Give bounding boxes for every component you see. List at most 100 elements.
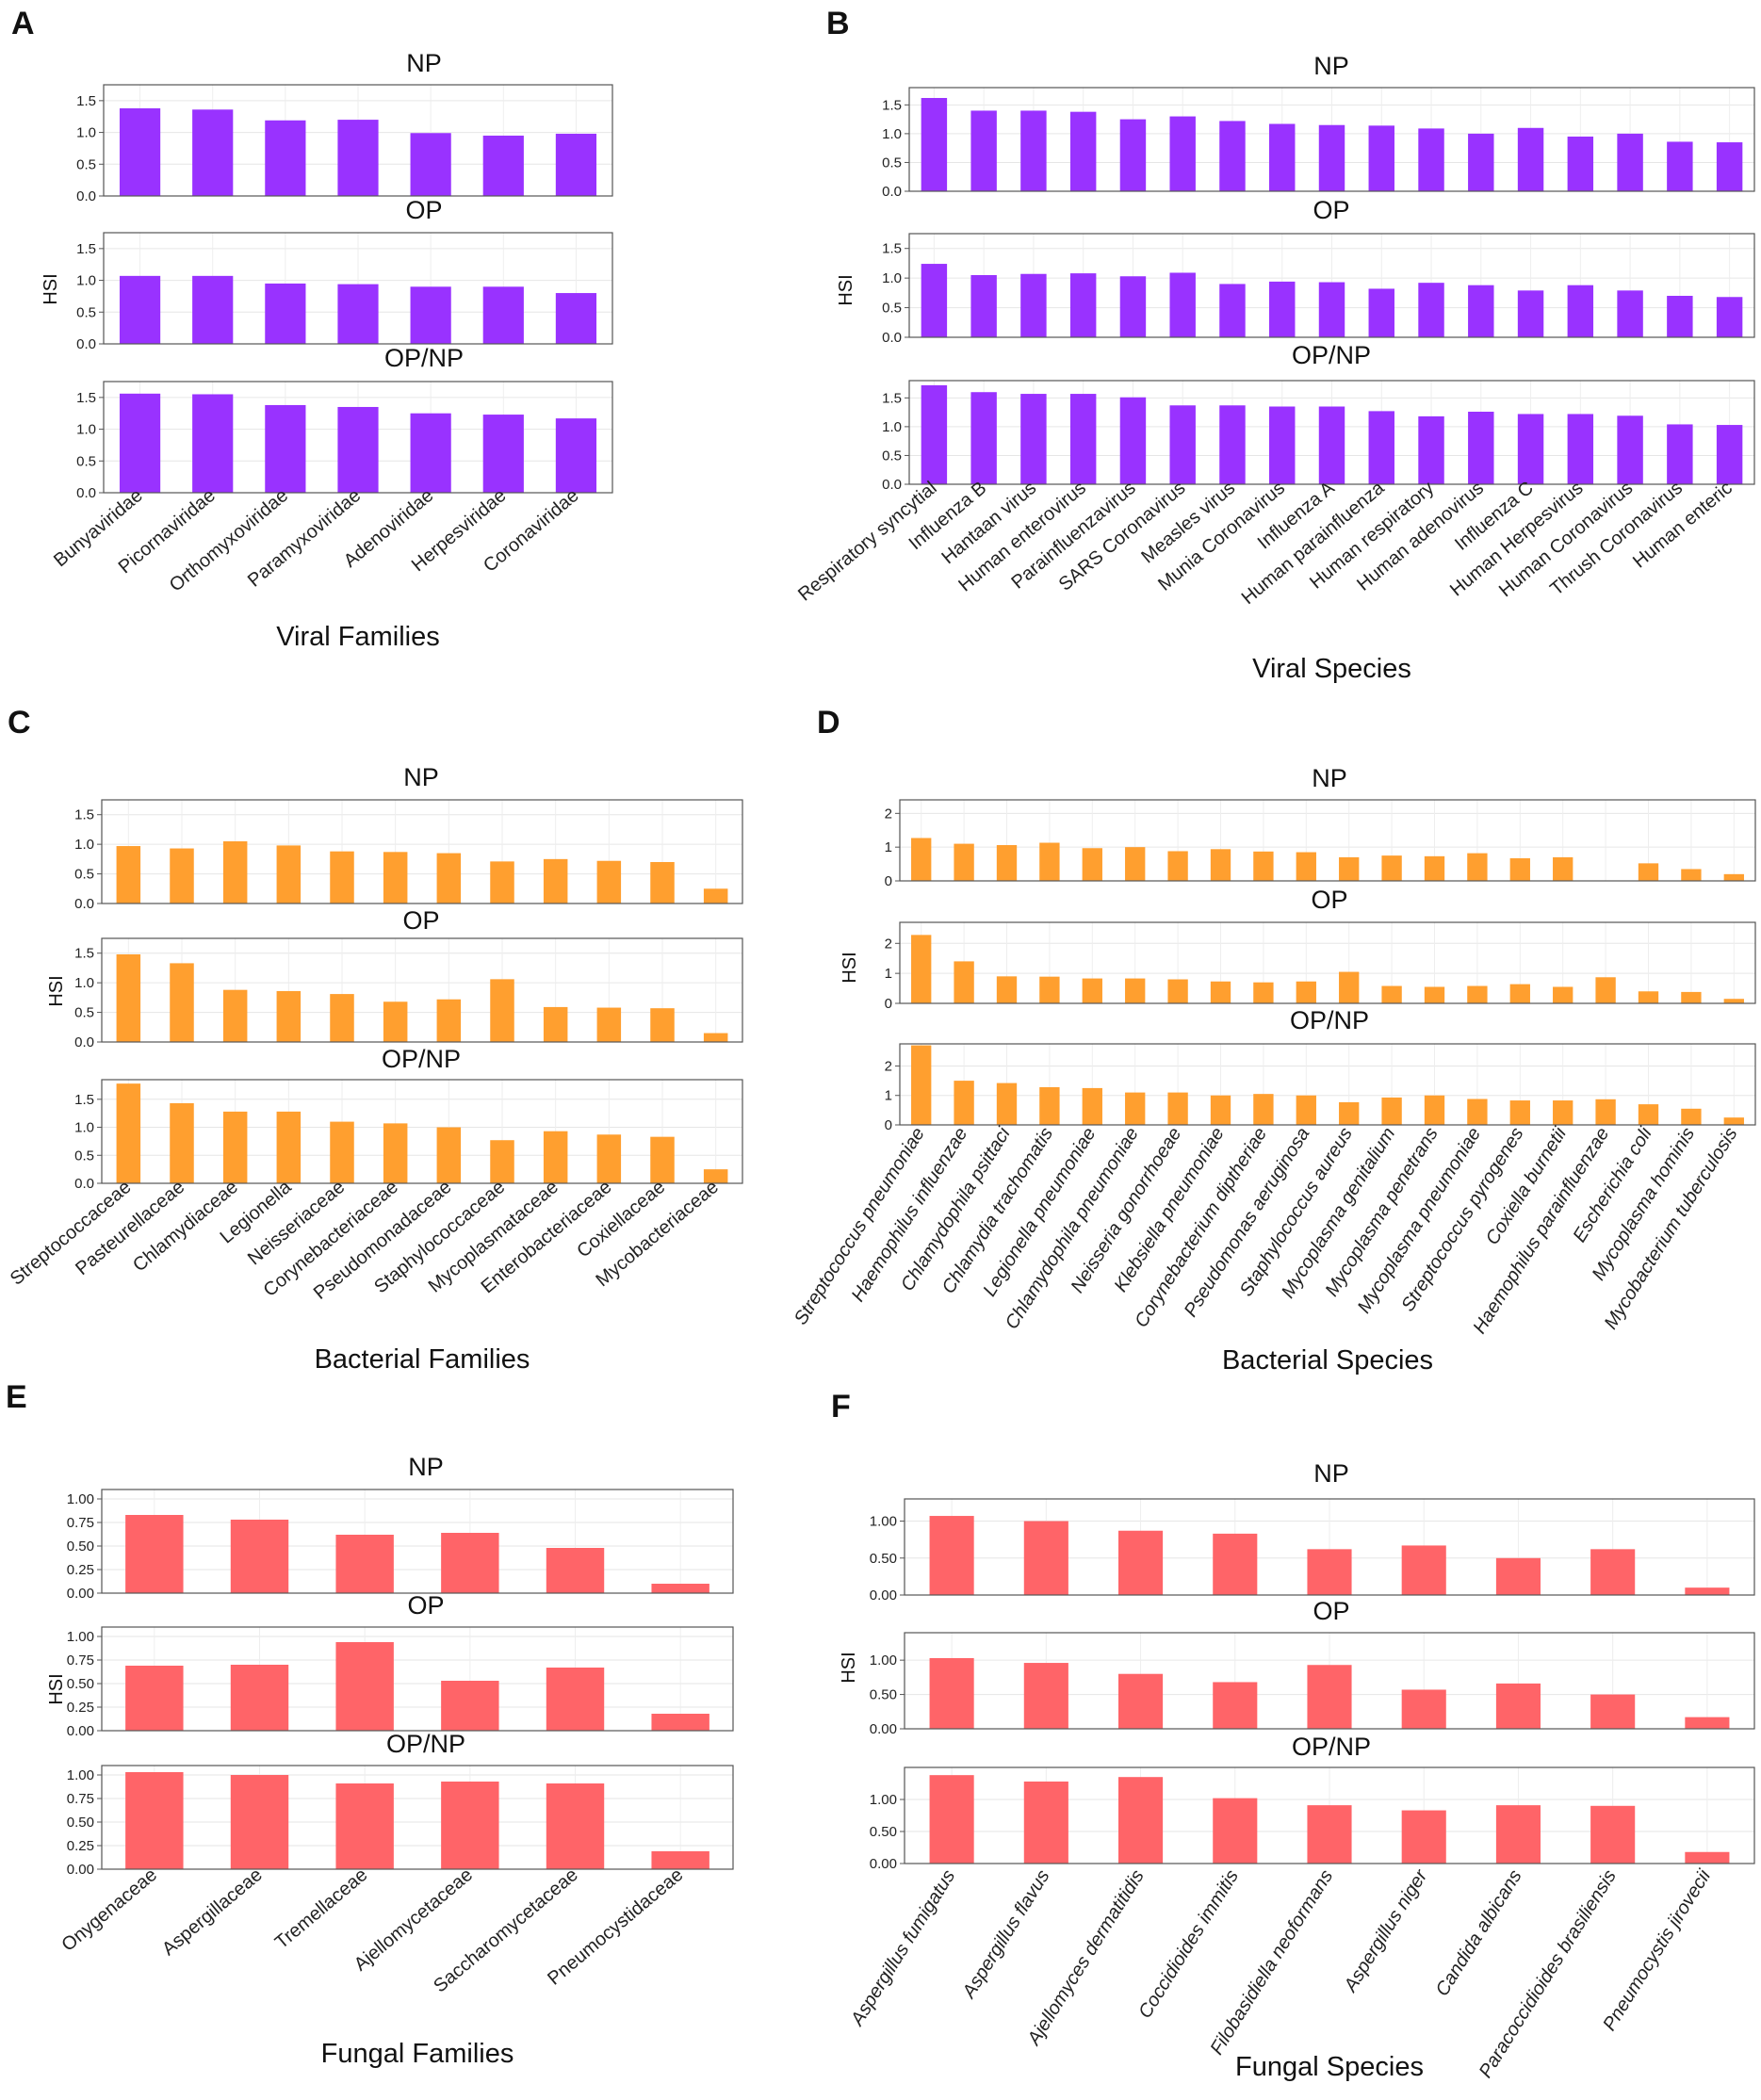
y-tick-label: 1.0 xyxy=(74,837,94,853)
plot-frame xyxy=(103,84,613,197)
bar xyxy=(1023,1663,1068,1729)
bar xyxy=(1167,979,1188,1003)
bar xyxy=(546,1783,605,1869)
bar xyxy=(276,845,302,903)
plot-background xyxy=(102,1080,742,1183)
bar xyxy=(170,963,194,1042)
bar xyxy=(996,976,1018,1003)
x-axis-title: Bacterial Species xyxy=(1222,1345,1433,1376)
bar xyxy=(1517,290,1544,337)
bar xyxy=(1509,984,1530,1003)
bar xyxy=(116,953,141,1042)
bar xyxy=(1213,1798,1258,1864)
category-label: Aspergillus niger xyxy=(1340,1865,1432,1996)
bar xyxy=(335,1642,394,1731)
y-tick-label: 0.25 xyxy=(67,1838,94,1854)
bar xyxy=(1468,285,1494,337)
plot-frame xyxy=(101,1626,734,1732)
bar xyxy=(1517,414,1544,484)
bar xyxy=(1318,406,1345,484)
bar xyxy=(330,1121,354,1183)
bar xyxy=(1401,1545,1446,1595)
bar xyxy=(1617,415,1643,484)
bar xyxy=(1638,1104,1659,1125)
plot-frame xyxy=(103,381,613,494)
bar xyxy=(555,418,597,493)
y-tick-label: 1.00 xyxy=(870,1514,897,1530)
bar xyxy=(482,286,524,344)
y-tick-label: 1.0 xyxy=(882,126,902,142)
bar xyxy=(1119,119,1147,191)
y-tick-label: 0.0 xyxy=(76,485,96,501)
bar xyxy=(1368,288,1394,337)
y-tick-label: 0.5 xyxy=(74,1148,94,1164)
bar xyxy=(1210,849,1231,881)
bar xyxy=(1638,863,1659,881)
y-tick-label: 1.5 xyxy=(74,1092,94,1108)
bar xyxy=(1681,1108,1702,1125)
bar xyxy=(1517,127,1544,191)
bar xyxy=(1667,296,1693,337)
bar xyxy=(192,394,234,493)
y-tick-label: 1 xyxy=(885,1088,892,1104)
subplot-title: OP xyxy=(402,906,439,935)
bar xyxy=(954,961,974,1003)
bar xyxy=(954,843,974,881)
bar xyxy=(1219,121,1246,191)
y-tick-label: 1.5 xyxy=(76,93,96,109)
bar xyxy=(555,293,597,344)
y-tick-label: 1.5 xyxy=(76,390,96,406)
y-tick-label: 0.5 xyxy=(882,448,902,464)
subplot-title: NP xyxy=(1313,1459,1349,1488)
bar xyxy=(265,120,306,196)
bar xyxy=(436,853,462,903)
y-tick-label: 1.00 xyxy=(870,1652,897,1669)
bar xyxy=(222,1111,248,1183)
y-tick-label: 0.50 xyxy=(67,1815,94,1831)
panel-letter-e: E xyxy=(6,1379,27,1415)
bar xyxy=(651,1851,709,1869)
bar xyxy=(1213,1533,1258,1595)
y-tick-label: 1.00 xyxy=(870,1792,897,1808)
bar xyxy=(1125,978,1146,1003)
plot-background xyxy=(102,1627,733,1731)
bar xyxy=(125,1772,184,1869)
bar xyxy=(335,1783,394,1869)
bar xyxy=(119,275,161,344)
bar xyxy=(1401,1810,1446,1864)
bar xyxy=(1118,1673,1164,1729)
bar xyxy=(337,120,379,196)
bar xyxy=(1269,406,1296,484)
bar xyxy=(911,838,932,881)
category-label: Aspergillus flavus xyxy=(958,1866,1054,2002)
plot-frame xyxy=(908,380,1755,485)
bar xyxy=(490,861,514,903)
bar xyxy=(1269,123,1296,191)
bar xyxy=(970,275,997,337)
bar xyxy=(1020,394,1047,484)
bar xyxy=(1069,273,1097,337)
bar xyxy=(546,1668,605,1731)
bar xyxy=(1509,857,1530,881)
bar xyxy=(230,1775,289,1869)
bar xyxy=(125,1515,184,1593)
y-axis-label: HSI xyxy=(839,1652,859,1683)
bar xyxy=(230,1520,289,1593)
bar xyxy=(222,989,248,1042)
category-label: Pneumocystis jirovecii xyxy=(1599,1866,1715,2035)
category-label: Candida albicans xyxy=(1432,1866,1526,2000)
plot-frame xyxy=(101,1765,734,1870)
y-tick-label: 1.00 xyxy=(67,1767,94,1783)
bar xyxy=(1617,290,1643,337)
y-tick-label: 0.5 xyxy=(882,155,902,171)
plot-background xyxy=(102,938,742,1042)
bar xyxy=(1595,977,1616,1003)
bar xyxy=(911,935,932,1003)
bar xyxy=(1213,1682,1258,1729)
panel-f: F NP 0.00 0.50 1.00 OP 0.00 0.50 1.00 OP/NP 0.00 0.… xyxy=(831,1389,1755,2082)
subplot-title: OP/NP xyxy=(1290,1006,1369,1034)
bar xyxy=(1020,273,1047,337)
bar xyxy=(555,133,597,196)
plot-frame xyxy=(103,232,613,345)
bar xyxy=(1167,851,1188,881)
